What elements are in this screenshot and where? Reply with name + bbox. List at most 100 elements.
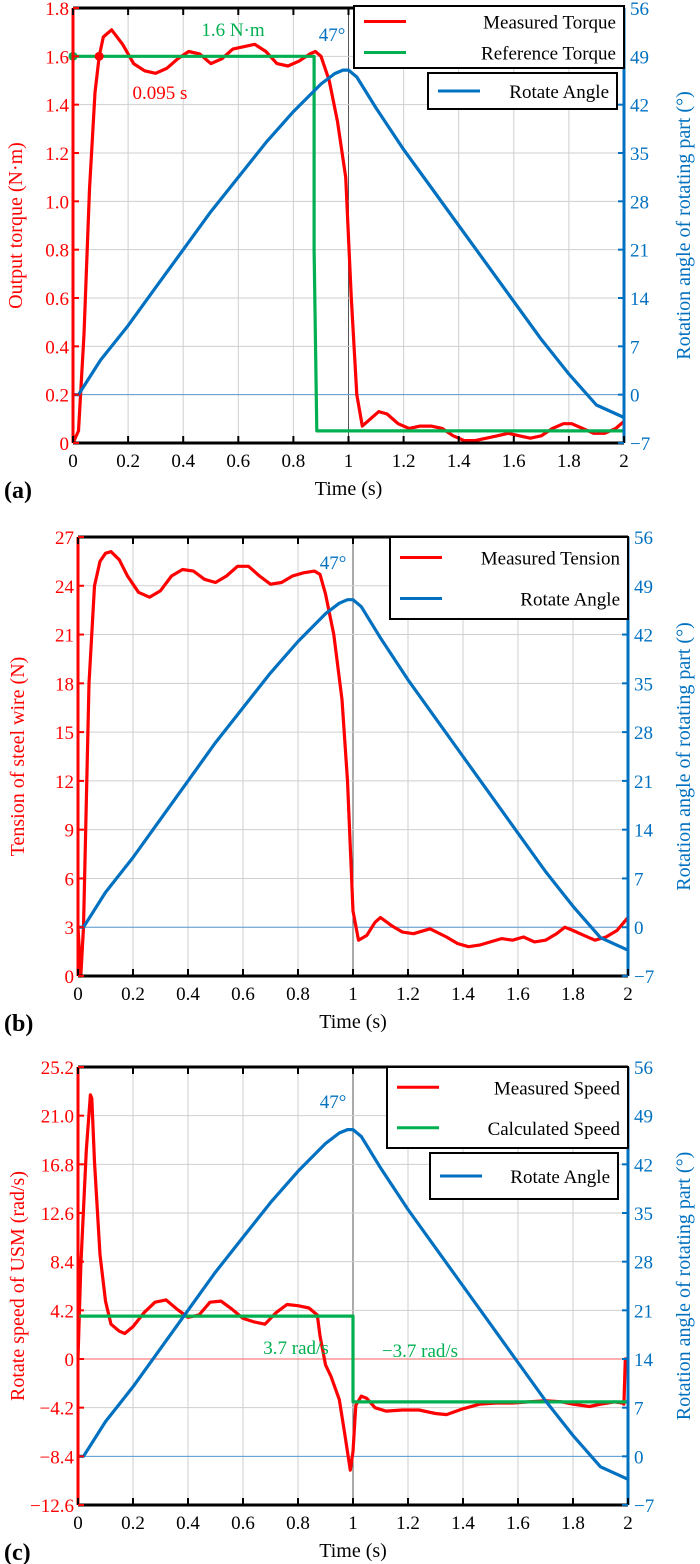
x-tick-label: 0 <box>68 451 78 472</box>
x-tick-label: 0 <box>73 984 83 1005</box>
x-tick-label: 0.6 <box>226 451 250 472</box>
y-left-tick-label: 27 <box>55 528 74 549</box>
y-left-axis-label: Rotate speed of USM (rad/s) <box>7 1171 29 1401</box>
annotation: 47° <box>320 1092 347 1113</box>
y-left-tick-label: 0 <box>65 967 75 988</box>
x-tick-label: 1.6 <box>502 451 526 472</box>
y-left-tick-label: 25.2 <box>41 1058 74 1079</box>
panel-label: (c) <box>4 1540 31 1564</box>
y-left-tick-label: 0.4 <box>45 337 69 358</box>
y-left-tick-label: 18 <box>55 674 74 695</box>
series-calculated-speed <box>78 1314 628 1404</box>
x-tick-label: 2 <box>623 984 633 1005</box>
y-left-tick-label: −4.2 <box>40 1399 74 1420</box>
y-left-tick-label: −12.6 <box>30 1496 74 1517</box>
y-right-tick-label: 49 <box>634 1107 653 1128</box>
y-right-tick-label: 0 <box>634 1447 644 1468</box>
legend-box <box>389 536 629 620</box>
y-right-tick-label: 56 <box>634 528 653 549</box>
y-left-axis-label: Tension of steel wire (N) <box>7 657 29 857</box>
legend-label: Rotate Angle <box>509 82 609 103</box>
y-left-tick-label: 21.0 <box>41 1107 74 1128</box>
annotation: 47° <box>319 25 346 46</box>
y-left-tick-label: −8.4 <box>40 1447 75 1468</box>
x-tick-label: 1 <box>344 451 354 472</box>
legend-box <box>386 1066 629 1149</box>
panel-a: 0 0.2 0.4 0.6 0.8 1 1.2 1.4 1.6 1.8 2 0 0.2 0.4 0.6 0.8… <box>4 0 695 504</box>
legend-angle: Rotate Angle <box>429 1152 619 1200</box>
legend-box <box>353 5 625 69</box>
panel-b: 0 0.2 0.4 0.6 0.8 1 1.2 1.4 1.6 1.8 2 0 3 6 9 12 15 18 21 2… <box>4 528 695 1037</box>
x-axis-label: Time (s) <box>319 1540 387 1562</box>
legend: Measured Torque Reference Torque <box>353 5 625 69</box>
y-left-tick-label: 1.8 <box>45 0 69 20</box>
x-tick-label: 1.8 <box>557 451 581 472</box>
y-left-tick-label: 1.6 <box>45 47 69 68</box>
panel-label: (b) <box>4 1011 33 1037</box>
x-tick-label: 0 <box>73 1513 83 1534</box>
series-rotate-angle <box>78 1128 629 1481</box>
rise-time-marker <box>94 51 104 61</box>
y-right-tick-label: 56 <box>634 1058 653 1079</box>
y-right-tick-label: 21 <box>634 772 653 793</box>
y-left-tick-label: 1.2 <box>45 144 69 165</box>
y-left-axis-label: Output torque (N·m) <box>5 142 27 309</box>
y-right-tick-label: 21 <box>634 1301 653 1322</box>
y-right-tick-label: 42 <box>630 96 649 117</box>
y-right-tick-label: 21 <box>630 241 649 262</box>
legend-label: Rotate Angle <box>510 1167 610 1188</box>
y-left-tick-label: 16.8 <box>41 1155 74 1176</box>
series-rotate-angle <box>78 598 629 952</box>
x-tick-label: 1.6 <box>506 1513 530 1534</box>
y-right-tick-label: −7 <box>630 434 650 455</box>
series-measured-tension <box>76 550 630 978</box>
legend-label: Measured Tension <box>481 549 621 570</box>
y-right-tick-label: 7 <box>630 337 640 358</box>
y-left-tick-label: 6 <box>65 869 75 890</box>
y-right-tick-label: 42 <box>634 1155 653 1176</box>
legend: Measured Tension Rotate Angle <box>389 536 629 620</box>
y-right-tick-label: 35 <box>630 144 649 165</box>
y-right-tick-label: 7 <box>634 1399 644 1420</box>
annotation: 3.7 rad/s <box>263 1338 328 1359</box>
x-tick-label: 1.8 <box>561 984 585 1005</box>
y-left-tick-label: 15 <box>55 723 74 744</box>
panel-label: (a) <box>4 478 32 504</box>
y-left-tick-label: 9 <box>65 821 75 842</box>
series-measured-torque <box>71 28 626 444</box>
x-tick-label: 0.4 <box>171 451 195 472</box>
x-tick-label: 0.6 <box>231 984 255 1005</box>
y-right-tick-label: 28 <box>634 1253 653 1274</box>
y-right-tick-label: 7 <box>634 869 644 890</box>
x-tick-label: 1.2 <box>396 1513 420 1534</box>
annotation: 0.095 s <box>133 83 188 104</box>
y-left-tick-label: 12 <box>55 772 74 793</box>
y-right-tick-label: 49 <box>634 577 653 598</box>
legend-label: Measured Torque <box>483 13 616 34</box>
x-tick-label: 2 <box>619 451 629 472</box>
y-right-axis-label: Rotation angle of rotating part (°) <box>673 91 695 359</box>
y-right-tick-label: 0 <box>630 386 640 407</box>
x-tick-label: 0.8 <box>286 984 310 1005</box>
y-right-axis-label: Rotation angle of rotating part (°) <box>673 1152 695 1420</box>
y-right-tick-label: 0 <box>634 918 644 939</box>
y-right-tick-label: 28 <box>634 723 653 744</box>
panel-c: 0 0.2 0.4 0.6 0.8 1 1.2 1.4 1.6 1.8 2 −12.6 −8.4 −4.2… <box>4 1058 695 1564</box>
y-right-tick-label: 56 <box>630 0 649 20</box>
y-right-tick-label: 14 <box>630 289 650 310</box>
y-left-tick-label: 0 <box>60 434 70 455</box>
y-right-tick-label: −7 <box>634 967 654 988</box>
x-tick-label: 0.4 <box>176 1513 200 1534</box>
x-tick-label: 0.4 <box>176 984 200 1005</box>
x-tick-label: 1 <box>348 1513 358 1534</box>
y-right-tick-label: 28 <box>630 192 649 213</box>
x-tick-label: 1.6 <box>506 984 530 1005</box>
series-reference-torque <box>73 54 624 433</box>
y-right-tick-label: 49 <box>630 47 649 68</box>
x-tick-label: 1.2 <box>396 984 420 1005</box>
x-tick-label: 0.8 <box>282 451 306 472</box>
legend-label: Rotate Angle <box>520 590 620 611</box>
y-left-tick-label: 12.6 <box>41 1204 74 1225</box>
x-tick-label: 1.2 <box>392 451 416 472</box>
y-left-tick-label: 0.6 <box>45 289 69 310</box>
